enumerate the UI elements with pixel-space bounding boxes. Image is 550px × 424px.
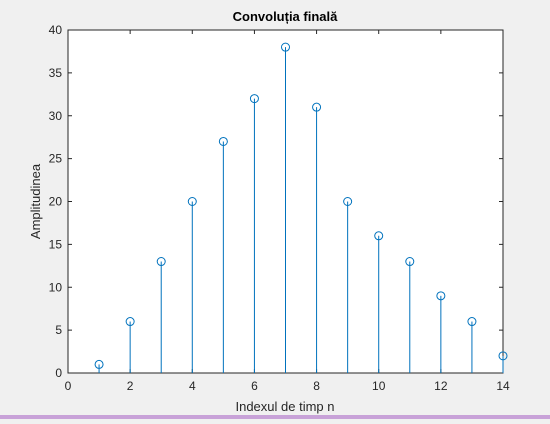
x-tick-label: 14 (496, 379, 510, 393)
stem-marker (281, 42, 290, 52)
chart-title: Convoluția finală (233, 9, 339, 24)
stem-marker (187, 197, 197, 206)
stem-marker (436, 291, 446, 301)
y-tick-label: 10 (49, 280, 63, 294)
y-axis-label: Amplitudinea (28, 163, 43, 239)
stem-marker (405, 257, 415, 267)
stem-marker (343, 197, 353, 206)
x-tick-label: 12 (434, 379, 448, 393)
stem-marker (156, 257, 166, 267)
x-tick-label: 2 (127, 379, 134, 393)
y-tick-label: 5 (55, 323, 62, 337)
window-bottom-strip (0, 415, 550, 419)
y-tick-label: 0 (55, 366, 62, 380)
stem-marker (374, 231, 384, 241)
x-tick-label: 10 (372, 379, 386, 393)
y-tick-label: 15 (49, 237, 63, 251)
x-tick-label: 8 (313, 379, 320, 393)
y-tick-label: 35 (49, 66, 63, 80)
x-tick-label: 4 (189, 379, 196, 393)
y-tick-label: 20 (49, 195, 63, 209)
y-tick-label: 25 (49, 152, 63, 166)
marks-layer: 0 2 4 6 8 10 12 14 0 5 10 15 20 25 30 35 40 (49, 23, 510, 393)
x-tick-label: 6 (251, 379, 258, 393)
stem-marker (218, 136, 228, 146)
x-axis-label: Indexul de timp n (235, 399, 334, 414)
stem-marker (498, 351, 508, 361)
stem-marker (249, 94, 259, 104)
stem-marker (312, 102, 322, 112)
x-tick-label: 0 (65, 379, 72, 393)
stem-marker (94, 359, 104, 369)
y-tick-label: 30 (49, 109, 63, 123)
stem-marker (125, 317, 135, 327)
stem-marker (467, 317, 477, 327)
y-tick-label: 40 (49, 23, 63, 37)
